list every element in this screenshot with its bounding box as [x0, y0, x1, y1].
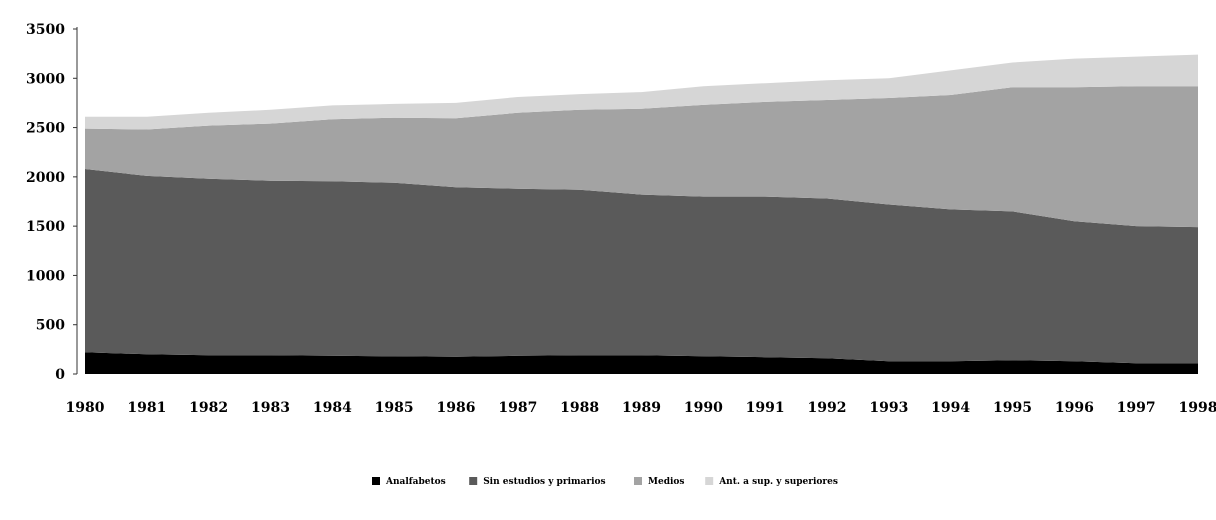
area-series-3 — [85, 86, 1198, 228]
y-tick-label: 1500 — [26, 219, 65, 235]
x-tick-label: 1984 — [313, 400, 352, 416]
x-tick-label: 1980 — [66, 400, 105, 416]
x-tick-label: 1989 — [622, 400, 661, 416]
y-tick-label: 0 — [55, 367, 65, 383]
chart-areas — [85, 54, 1198, 374]
x-tick-label: 1986 — [437, 400, 476, 416]
x-tick-label: 1995 — [993, 400, 1032, 416]
x-tick-label: 1981 — [127, 400, 166, 416]
legend-swatch — [705, 477, 714, 485]
legend-label: Ant. a sup. y superiores — [718, 477, 838, 487]
x-tick-label: 1997 — [1117, 400, 1156, 416]
x-tick-label: 1990 — [684, 400, 723, 416]
x-tick-label: 1998 — [1179, 400, 1216, 416]
x-tick-label: 1985 — [375, 400, 414, 416]
x-tick-label: 1994 — [931, 400, 970, 416]
area-series-4 — [85, 54, 1198, 130]
x-tick-label: 1988 — [560, 400, 599, 416]
x-tick-label: 1982 — [189, 400, 228, 416]
x-tick-label: 1992 — [808, 400, 847, 416]
y-tick-label: 2500 — [26, 121, 65, 137]
y-tick-label: 3500 — [26, 22, 65, 38]
x-tick-label: 1996 — [1055, 400, 1094, 416]
y-tick-label: 2000 — [26, 170, 65, 186]
legend-swatch — [469, 477, 478, 485]
x-tick-label: 1983 — [251, 400, 290, 416]
legend-label: Sin estudios y primarios — [483, 477, 605, 487]
y-tick-label: 3000 — [26, 71, 65, 87]
chart-ticks: 0 500 1000 1500 2000 2500 3000 3500 1980 1981 1982… — [26, 22, 1216, 416]
y-tick-label: 500 — [36, 318, 65, 334]
legend-label: Medios — [648, 477, 684, 487]
x-tick-label: 1991 — [746, 400, 785, 416]
legend-swatch — [634, 477, 642, 485]
y-tick-label: 1000 — [26, 268, 65, 284]
legend-swatch — [372, 477, 380, 485]
chart-legend: Analfabetos Sin estudios y primarios Medio… — [372, 477, 838, 487]
x-tick-label: 1993 — [869, 400, 908, 416]
area-series-1 — [85, 352, 1198, 374]
legend-label: Analfabetos — [385, 477, 446, 487]
area-series-2 — [85, 169, 1198, 364]
x-tick-label: 1987 — [498, 400, 537, 416]
